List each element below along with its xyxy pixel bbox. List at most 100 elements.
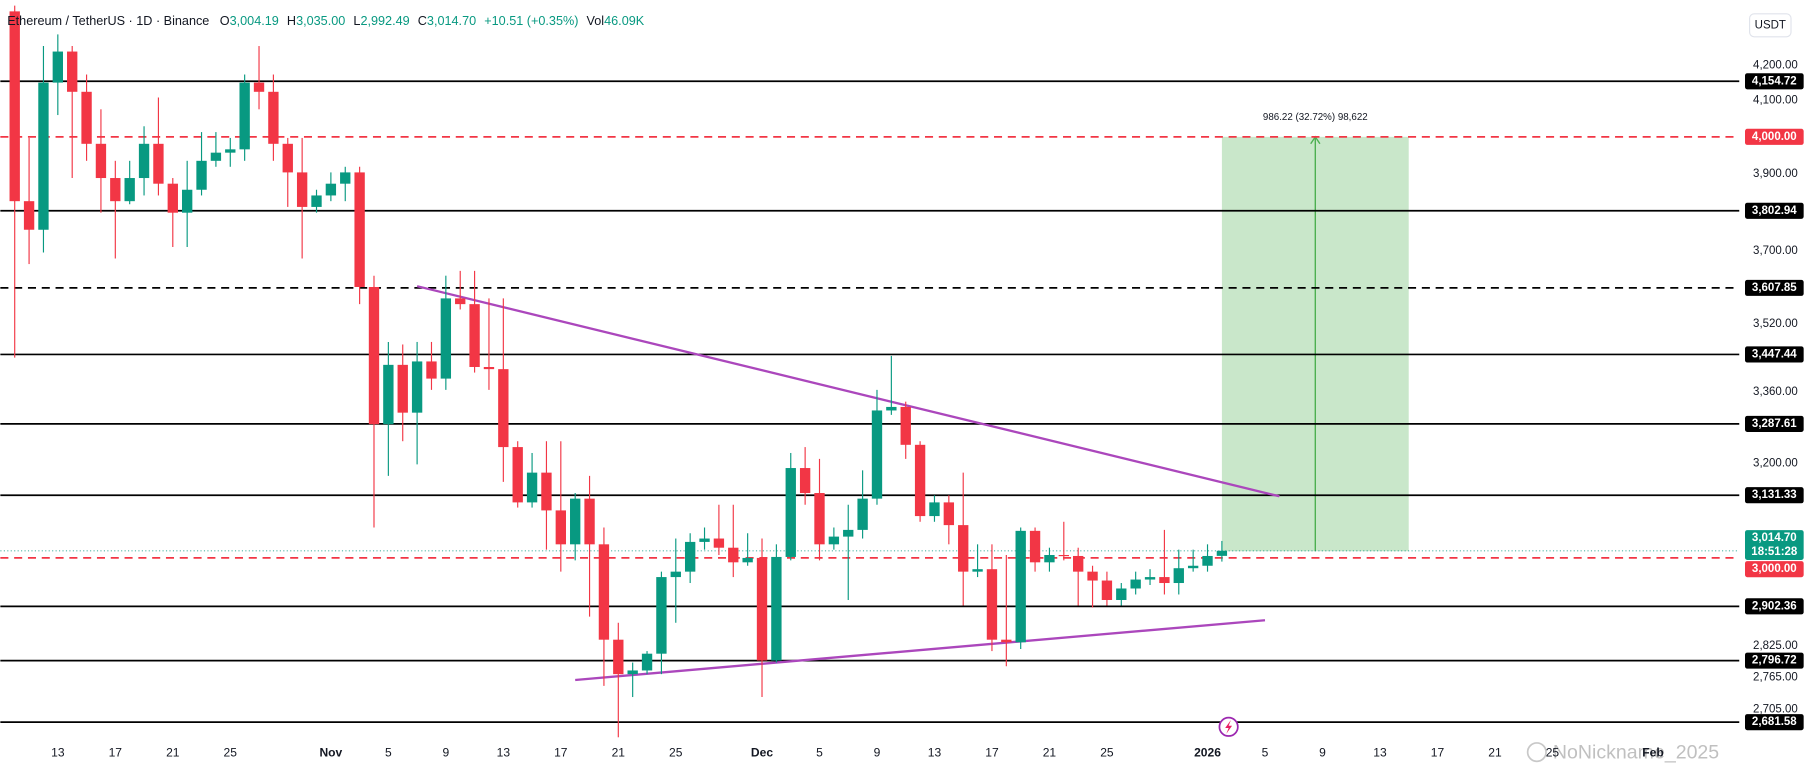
candle-body bbox=[81, 91, 92, 144]
candle-body bbox=[771, 556, 782, 661]
unit-label: USDT bbox=[1755, 19, 1786, 31]
ohlc-key: L bbox=[353, 14, 360, 28]
trendline bbox=[416, 285, 1280, 498]
candle-body bbox=[1202, 555, 1213, 566]
x-tick-label: 13 bbox=[1373, 745, 1387, 759]
x-tick-label: Nov bbox=[319, 745, 342, 759]
level-label-box bbox=[1745, 73, 1804, 90]
candle-body bbox=[1187, 565, 1199, 569]
candle-body bbox=[483, 366, 495, 370]
candle-body bbox=[397, 364, 408, 413]
candle-body bbox=[799, 468, 811, 494]
countdown-label: 18:51:28 bbox=[1751, 546, 1798, 558]
level-label: 2,796.72 bbox=[1752, 655, 1797, 667]
candle-body bbox=[742, 557, 753, 563]
level-label-box bbox=[1745, 487, 1804, 504]
y-tick-label: 3,700.00 bbox=[1753, 245, 1798, 257]
candle-body bbox=[311, 195, 322, 207]
candle-body bbox=[95, 143, 107, 179]
candle-body bbox=[843, 529, 854, 537]
candle-body bbox=[210, 152, 222, 161]
x-tick-label: 17 bbox=[1431, 745, 1445, 759]
x-tick-label: 9 bbox=[874, 745, 881, 759]
volume-value: 46.09K bbox=[604, 14, 645, 28]
x-tick-label: 9 bbox=[1319, 745, 1326, 759]
candle-body bbox=[1173, 568, 1184, 584]
candle-body bbox=[110, 178, 121, 202]
x-tick-label: 9 bbox=[442, 745, 449, 759]
candle-body bbox=[871, 410, 883, 499]
x-tick-label: 17 bbox=[109, 745, 123, 759]
ohlc-key: H bbox=[287, 14, 296, 28]
candle-body bbox=[641, 653, 653, 671]
candle-body bbox=[1130, 579, 1141, 589]
candle-body bbox=[268, 91, 279, 144]
ohlc-value: 3,035.00 bbox=[296, 14, 345, 28]
candle-body bbox=[1073, 555, 1084, 572]
header: Ethereum / TetherUS · 1D · Binance O3,00… bbox=[7, 14, 645, 28]
candle-body bbox=[1087, 571, 1098, 581]
candle-body bbox=[1015, 530, 1026, 643]
ohlc-value: 2,992.49 bbox=[360, 14, 409, 28]
candle-body bbox=[181, 189, 193, 213]
x-tick-label: 2026 bbox=[1194, 745, 1221, 759]
level-label-box bbox=[1745, 128, 1804, 145]
candle-body bbox=[670, 571, 681, 578]
level-label: 2,681.58 bbox=[1752, 716, 1797, 728]
event-icon[interactable] bbox=[1218, 716, 1239, 737]
candle-body bbox=[1058, 554, 1069, 557]
x-tick-label: Feb bbox=[1642, 745, 1663, 759]
y-tick-label: 3,360.00 bbox=[1753, 386, 1798, 398]
change: +10.51 (+0.35%) bbox=[484, 14, 578, 28]
level-label: 3,447.44 bbox=[1752, 348, 1797, 360]
candle-body bbox=[699, 538, 710, 542]
candle-body bbox=[23, 201, 35, 230]
level-label-box bbox=[1745, 652, 1804, 669]
y-tick-label: 3,900.00 bbox=[1753, 168, 1798, 180]
y-tick-label: 4,100.00 bbox=[1753, 95, 1798, 107]
candle-body bbox=[943, 502, 955, 526]
candle-body bbox=[541, 472, 552, 511]
ohlc-key: C bbox=[418, 14, 427, 28]
candle-body bbox=[1001, 639, 1012, 643]
projection-label: 986.22 (32.72%) 98,622 bbox=[1263, 112, 1368, 123]
price-axis: 3,014.70 18:51:28 4,154.72 4,000.00 3,802.94… bbox=[1745, 59, 1804, 731]
x-tick-label: 5 bbox=[1262, 745, 1269, 759]
candle-body bbox=[1044, 554, 1055, 563]
candle-body bbox=[929, 502, 940, 517]
ohlc-value: 3,014.70 bbox=[427, 14, 476, 28]
candle-body bbox=[296, 172, 308, 207]
candle-body bbox=[67, 51, 78, 92]
y-tick-label: 3,200.00 bbox=[1753, 457, 1798, 469]
unit-box[interactable] bbox=[1749, 13, 1792, 38]
candle-body bbox=[1144, 577, 1156, 580]
level-label-box bbox=[1745, 561, 1804, 578]
level-label-box bbox=[1745, 415, 1804, 432]
candle-body bbox=[1216, 550, 1228, 556]
x-tick-label: 21 bbox=[166, 745, 180, 759]
candle-body bbox=[584, 498, 595, 545]
candle-body bbox=[411, 361, 423, 413]
candle-body bbox=[857, 498, 868, 530]
candle-body bbox=[469, 304, 480, 367]
candle-body bbox=[282, 143, 293, 173]
x-tick-label: 21 bbox=[1043, 745, 1057, 759]
candle-body bbox=[38, 82, 49, 230]
level-label: 3,131.33 bbox=[1752, 489, 1797, 501]
level-label: 3,802.94 bbox=[1752, 205, 1797, 217]
candle-body bbox=[512, 447, 523, 503]
volume-key: Vol bbox=[587, 14, 605, 28]
level-label: 3,607.85 bbox=[1752, 282, 1797, 294]
x-tick-label: 17 bbox=[554, 745, 568, 759]
level-label: 4,000.00 bbox=[1752, 131, 1797, 143]
x-tick-label: 25 bbox=[669, 745, 683, 759]
candle-body bbox=[340, 172, 351, 184]
candle-body bbox=[713, 538, 725, 548]
candle-body bbox=[958, 525, 969, 572]
candle-body bbox=[383, 364, 394, 425]
x-tick-label: 13 bbox=[497, 745, 511, 759]
y-tick-label: 4,200.00 bbox=[1753, 59, 1798, 71]
x-tick-label: 25 bbox=[224, 745, 238, 759]
candle-body bbox=[9, 11, 20, 202]
